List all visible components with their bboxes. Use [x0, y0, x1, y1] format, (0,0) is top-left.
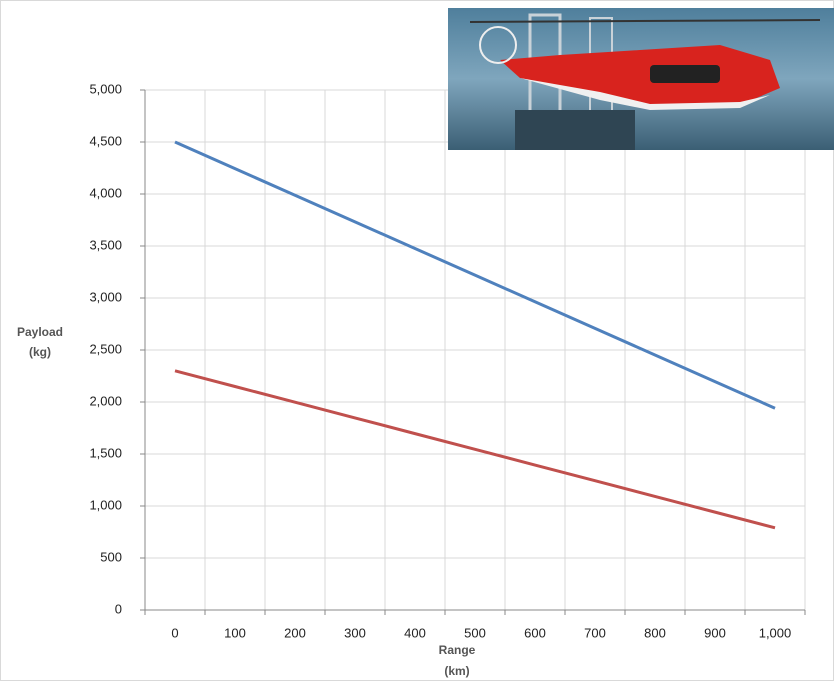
y-tick-label: 1,500 — [89, 445, 122, 460]
x-tick-label: 200 — [284, 625, 306, 640]
y-tick-label: 500 — [100, 549, 122, 564]
y-tick-label: 3,500 — [89, 237, 122, 252]
x-tick-label: 100 — [224, 625, 246, 640]
y-tick-label: 2,000 — [89, 393, 122, 408]
y-axis-title: Payload — [17, 325, 63, 339]
x-tick-label: 300 — [344, 625, 366, 640]
y-tick-label: 5,000 — [89, 81, 122, 96]
x-tick-label: 1,000 — [759, 625, 792, 640]
x-axis-title: (km) — [444, 664, 469, 678]
y-tick-label: 0 — [115, 601, 122, 616]
x-tick-label: 0 — [171, 625, 178, 640]
series-line — [174, 369, 776, 530]
x-tick-label: 900 — [704, 625, 726, 640]
x-tick-label: 700 — [584, 625, 606, 640]
y-tick-label: 3,000 — [89, 289, 122, 304]
y-tick-label: 1,000 — [89, 497, 122, 512]
x-tick-label: 400 — [404, 625, 426, 640]
y-tick-label: 4,000 — [89, 185, 122, 200]
photo — [448, 8, 834, 150]
y-tick-label: 2,500 — [89, 341, 122, 356]
x-axis-title: Range — [439, 643, 476, 657]
x-tick-label: 500 — [464, 625, 486, 640]
x-tick-label: 800 — [644, 625, 666, 640]
x-tick-label: 600 — [524, 625, 546, 640]
y-axis-title: (kg) — [29, 345, 51, 359]
series-line — [174, 140, 776, 410]
plot-area: 0 500 1,000 1,500 2,000 2,500 3,000 3,500 4,000 4… — [89, 81, 806, 640]
y-tick-label: 4,500 — [89, 133, 122, 148]
